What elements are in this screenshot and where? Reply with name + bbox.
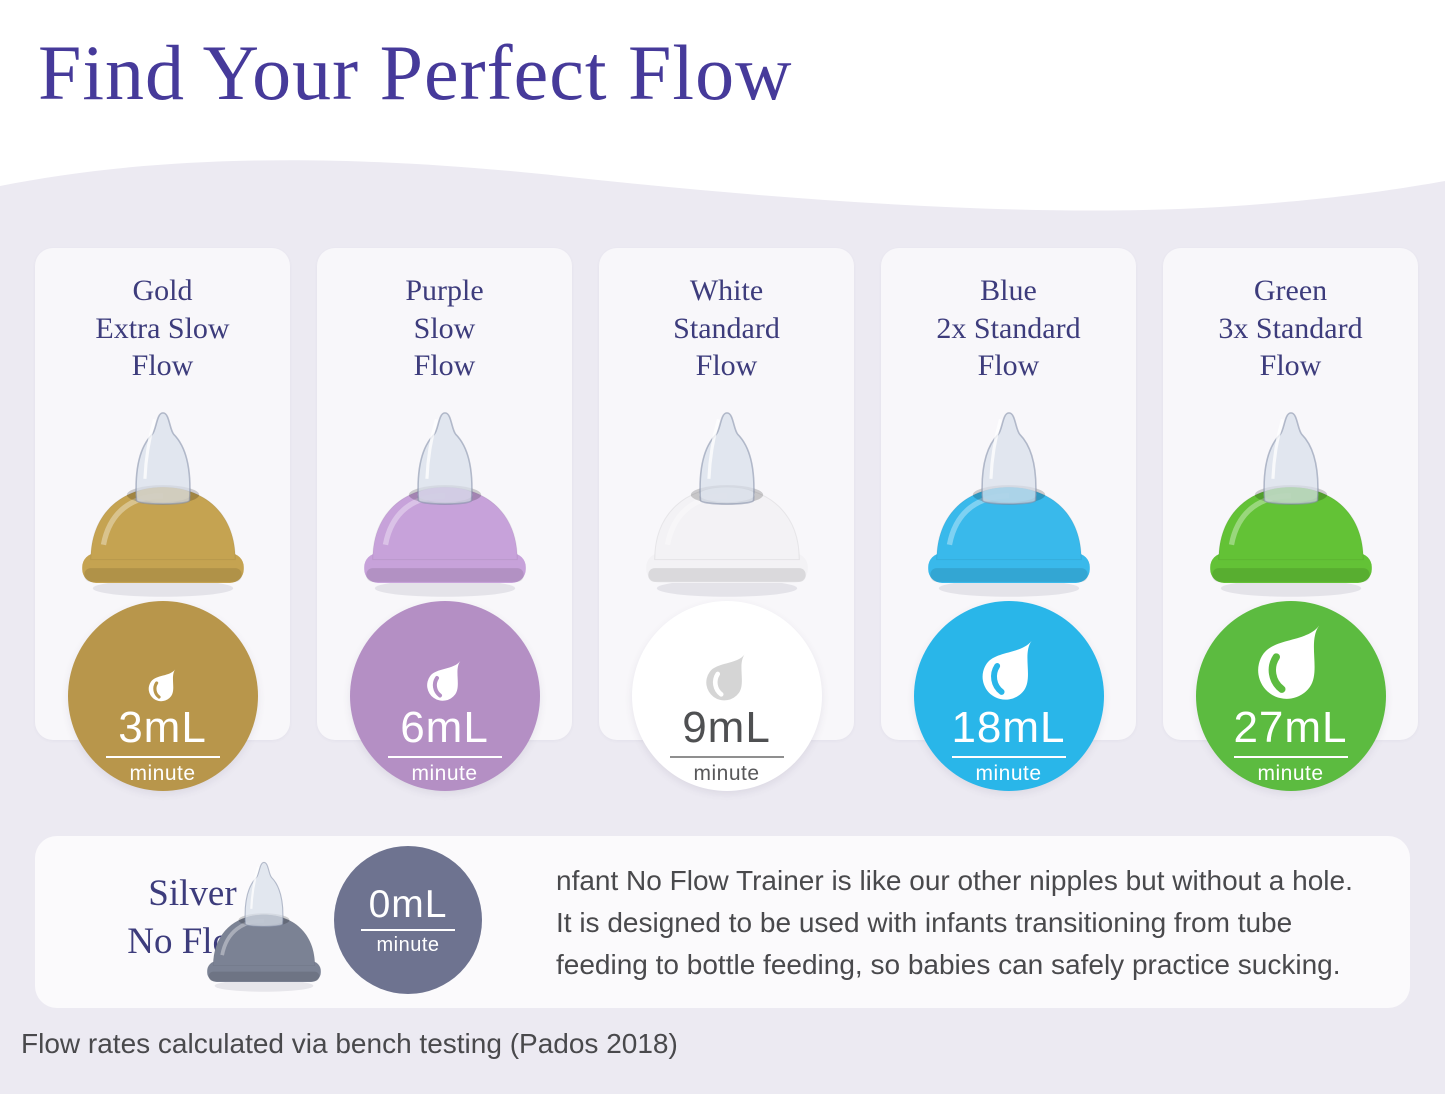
flow-rate-badge: 9mL minute: [631, 601, 822, 791]
flow-rate-divider: [669, 756, 784, 759]
flow-card: Blue 2x Standard Flow 18mL: [881, 248, 1136, 791]
flow-card: Purple Slow Flow 6mL minu: [317, 248, 572, 791]
flow-rate-unit: minute: [1257, 762, 1324, 786]
flow-rate-divider: [951, 756, 1066, 759]
flow-rate-value: 18mL: [951, 703, 1066, 752]
flow-card-title: Purple Slow Flow: [405, 274, 484, 382]
flow-card: White Standard Flow 9mL m: [599, 248, 854, 791]
flow-rate-badge: 27mL minute: [1195, 601, 1386, 791]
droplet-wrap: [972, 601, 1046, 703]
flow-rate-divider: [361, 929, 455, 932]
no-flow-rate-badge: 0mL minute: [334, 846, 482, 994]
nipple-image: [81, 412, 244, 597]
flow-rate-unit: minute: [129, 762, 196, 786]
droplet-icon: [148, 669, 175, 702]
no-flow-panel: Silver No Flow 0mL minute nfant No Flow …: [35, 836, 1410, 1008]
flow-rate-value: 3mL: [118, 703, 207, 752]
flow-rate-value: 0mL: [368, 882, 448, 926]
droplet-wrap: [420, 601, 470, 703]
flow-rate-value: 9mL: [682, 703, 771, 752]
flow-rate-unit: minute: [975, 762, 1042, 786]
silver-nipple-image: [200, 852, 328, 994]
droplet-icon: [982, 640, 1032, 700]
nipple-image: [207, 861, 321, 992]
flow-card: Green 3x Standard Flow 27mL: [1163, 248, 1418, 791]
flow-rate-badge: 3mL minute: [67, 601, 258, 791]
droplet-icon: [1257, 625, 1319, 699]
flow-rate-badge: 6mL minute: [349, 601, 540, 791]
flow-columns: Gold Extra Slow Flow 3mL: [35, 248, 1418, 791]
flow-rate-value: 27mL: [1233, 703, 1348, 752]
flow-rate-divider: [387, 756, 502, 759]
droplet-wrap: [1245, 601, 1337, 703]
nipple-image: [645, 412, 808, 597]
nipple-image: [927, 412, 1090, 597]
droplet-wrap: [698, 601, 756, 703]
nipple-image: [363, 412, 526, 597]
flow-card-title: Green 3x Standard Flow: [1218, 274, 1363, 382]
flow-rate-divider: [105, 756, 220, 759]
droplet-icon: [705, 654, 745, 701]
flow-rate-divider: [1233, 756, 1348, 759]
flow-card-title: Blue 2x Standard Flow: [936, 274, 1081, 382]
flow-card-title: White Standard Flow: [673, 274, 780, 382]
flow-card: Gold Extra Slow Flow 3mL: [35, 248, 290, 791]
page-title: Find Your Perfect Flow: [38, 29, 793, 116]
no-flow-label: Silver No Flow: [127, 873, 258, 963]
footnote: Flow rates calculated via bench testing …: [21, 1028, 678, 1059]
flow-rate-unit: minute: [693, 762, 760, 786]
flow-rate-unit: minute: [411, 762, 478, 786]
flow-rate-value: 6mL: [400, 703, 489, 752]
no-flow-description: nfant No Flow Trainer is like our other …: [556, 865, 1353, 980]
droplet-icon: [426, 660, 460, 701]
flow-card-title: Gold Extra Slow Flow: [95, 274, 230, 382]
flow-rate-unit: minute: [376, 934, 440, 957]
nipple-image: [1209, 412, 1372, 597]
droplet-wrap: [143, 601, 183, 703]
flow-rate-badge: 18mL minute: [913, 601, 1104, 791]
